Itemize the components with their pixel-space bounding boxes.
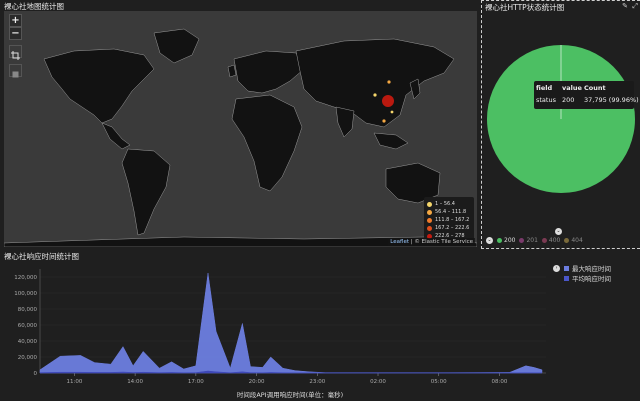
zoom-out-button[interactable]: − xyxy=(9,27,22,40)
leaflet-link[interactable]: Leaflet xyxy=(390,239,409,245)
legend-label: 111.8 – 167.2 xyxy=(435,217,470,223)
legend-label: 最大响应时间 xyxy=(572,265,611,273)
map-marker[interactable] xyxy=(390,110,394,114)
pie-chart xyxy=(487,45,635,193)
pie-legend-item[interactable]: 200 xyxy=(497,237,515,244)
series-layer xyxy=(39,272,543,374)
expand-icon[interactable]: ⤢ xyxy=(632,2,638,10)
legend-label: 200 xyxy=(504,237,516,244)
world-map-svg xyxy=(4,11,477,247)
legend-dot xyxy=(497,238,502,243)
legend-row: 1 – 56.4 xyxy=(427,200,471,208)
x-tick-label: 14:00 xyxy=(127,379,143,385)
map-panel: 裸心社地图统计图 xyxy=(0,0,481,249)
y-tick-label: 20,000 xyxy=(18,355,38,361)
x-tick-label: 11:00 xyxy=(66,379,82,385)
tooltip-header-field: field xyxy=(536,84,553,92)
chevron-down-icon[interactable]: ⌄ xyxy=(555,228,562,235)
tooltip-value: 200 xyxy=(562,96,575,104)
y-tick-label: 60,000 xyxy=(18,323,38,329)
legend-swatch xyxy=(564,275,569,281)
line-legend-item[interactable]: › 最大响应时间 xyxy=(553,263,611,273)
legend-dot xyxy=(427,209,432,215)
response-time-panel: 裸心社响应时间统计图 0 20,000 40,000 60,000 80,000 100,… xyxy=(0,249,640,401)
pie-legend-item[interactable]: 404 xyxy=(564,237,583,244)
tooltip-header-value: value xyxy=(562,84,582,92)
land-masses xyxy=(4,28,477,247)
map-marker[interactable] xyxy=(373,93,377,97)
tooltip-field: status xyxy=(536,96,556,104)
y-tick-label: 100,000 xyxy=(14,291,37,297)
legend-toggle-icon[interactable]: ⌄ xyxy=(486,237,493,244)
pie-legend-item[interactable]: 201 xyxy=(519,237,538,244)
map-attribution: Leaflet | © Elastic Tile Service xyxy=(388,238,475,246)
line-panel-title: 裸心社响应时间统计图 xyxy=(4,252,79,261)
legend-dot xyxy=(564,238,570,243)
y-tick-label: 40,000 xyxy=(18,339,38,345)
crop-icon xyxy=(11,51,20,60)
legend-label: 167.2 – 222.6 xyxy=(435,225,470,231)
y-axis: 0 20,000 40,000 60,000 80,000 100,000 120,000 xyxy=(14,269,546,377)
legend-dot xyxy=(427,233,432,239)
legend-row: 167.2 – 222.6 xyxy=(427,224,471,232)
legend-toggle-icon[interactable]: › xyxy=(553,264,560,272)
line-legend-item[interactable]: 平均响应时间 xyxy=(553,273,611,283)
map-panel-title: 裸心社地图统计图 xyxy=(4,2,64,11)
draw-filter-button[interactable] xyxy=(9,64,22,78)
square-icon xyxy=(12,71,19,78)
map-marker[interactable] xyxy=(382,119,386,123)
legend-row: 222.6 – 278 xyxy=(427,232,471,240)
area-chart: 020,00040,00060,00080,000100,000120,000 … xyxy=(14,269,546,399)
legend-label: 201 xyxy=(526,237,538,244)
pencil-icon[interactable]: ✎ xyxy=(622,2,628,10)
x-tick-label: 05:00 xyxy=(431,379,447,385)
legend-label: 222.6 – 278 xyxy=(435,233,465,239)
pie-legend: ⌄ 200 201 400 404 xyxy=(486,237,587,244)
pie-panel: 裸心社HTTP状态统计图 ✎ ⤢ field value Count statu… xyxy=(481,0,640,249)
map-marker-shanghai[interactable] xyxy=(382,95,394,107)
attribution-text: | © Elastic Tile Service xyxy=(409,239,473,245)
x-axis: 11:00 14:00 17:00 20:00 23:00 02:00 05:00 08:00 xyxy=(40,372,546,385)
x-tick-label: 17:00 xyxy=(188,379,204,385)
legend-label: 404 xyxy=(571,237,583,244)
x-tick-label: 23:00 xyxy=(309,379,325,385)
pie-legend-item[interactable]: 400 xyxy=(541,237,561,244)
y-tick-label: 80,000 xyxy=(18,307,38,313)
legend-dot xyxy=(427,225,432,231)
tooltip-count: 37,795 (99.96%) xyxy=(584,96,639,104)
legend-row: 56.4 – 111.8 xyxy=(427,208,471,216)
fit-bounds-button[interactable] xyxy=(9,45,22,60)
y-tick-label: 120,000 xyxy=(14,275,37,281)
legend-dot xyxy=(519,238,525,243)
zoom-in-button[interactable]: + xyxy=(9,14,22,27)
pie-tooltip: field value Count status 200 37,795 (99.… xyxy=(534,81,639,109)
map-legend: 1 – 56.4 56.4 – 111.8 111.8 – 167.2 167.… xyxy=(424,197,474,243)
legend-label: 平均响应时间 xyxy=(572,275,611,283)
legend-dot xyxy=(541,238,547,243)
legend-label: 56.4 – 111.8 xyxy=(435,209,467,215)
line-legend: › 最大响应时间 平均响应时间 xyxy=(553,263,611,283)
x-tick-label: 20:00 xyxy=(249,379,265,385)
x-axis-label: 时间段API调用响应时间(单位：毫秒) xyxy=(237,390,343,399)
x-tick-label: 08:00 xyxy=(492,379,508,385)
map-marker[interactable] xyxy=(387,80,391,84)
tooltip-header-count: Count xyxy=(584,84,606,92)
x-tick-label: 02:00 xyxy=(370,379,386,385)
legend-swatch xyxy=(564,265,569,271)
legend-label: 400 xyxy=(548,237,561,244)
legend-label: 1 – 56.4 xyxy=(435,201,455,207)
legend-row: 111.8 – 167.2 xyxy=(427,216,471,224)
pie-panel-title: 裸心社HTTP状态统计图 xyxy=(485,3,565,12)
series-area-max xyxy=(39,272,543,374)
legend-dot xyxy=(427,217,432,223)
legend-dot xyxy=(427,201,432,207)
world-map[interactable]: + − 1 – 56.4 56.4 – 111.8 111.8 – 167.2 … xyxy=(4,11,477,247)
y-tick-label: 0 xyxy=(34,371,38,377)
